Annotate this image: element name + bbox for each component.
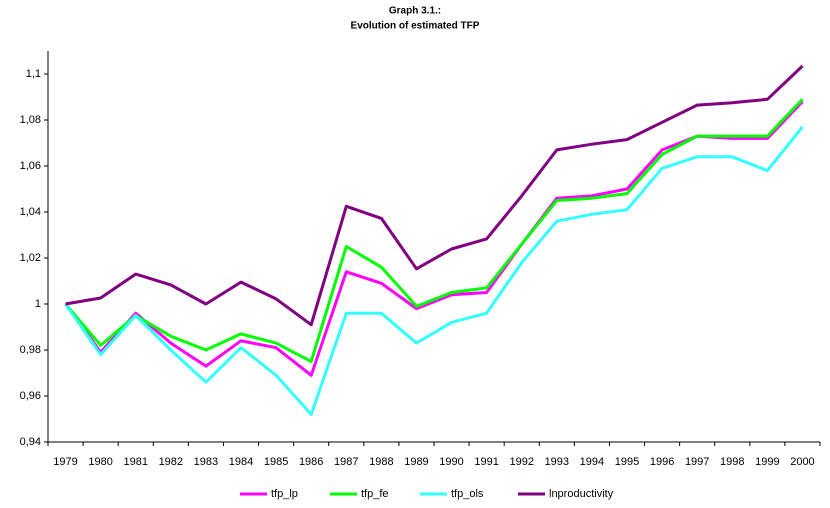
series-line [64,125,804,416]
x-tick-label: 1988 [369,456,393,468]
x-tick-label: 1986 [299,456,323,468]
x-tick-label: 1999 [755,456,779,468]
legend-label: tfp_fe [361,488,389,500]
y-tick-label: 0,98 [20,344,41,356]
y-tick-label: 1,02 [20,252,41,264]
y-tick-label: 1 [35,298,41,310]
x-tick-label: 1997 [685,456,709,468]
series-line [64,100,804,377]
y-tick-label: 0,96 [20,390,41,402]
x-tick-label: 1985 [264,456,288,468]
x-tick-label: 1995 [615,456,639,468]
x-tick-label: 1982 [159,456,183,468]
x-tick-label: 1984 [229,456,253,468]
x-tick-label: 1989 [404,456,428,468]
y-tick-label: 1,04 [20,206,41,218]
chart-subtitle: Evolution of estimated TFP [351,21,480,32]
x-tick-label: 1993 [545,456,569,468]
x-tick-label: 1980 [88,456,112,468]
series-line [64,98,804,363]
series-line [65,64,804,327]
x-tick-label: 1990 [439,456,463,468]
x-tick-label: 2000 [790,456,814,468]
x-tick-label: 1991 [474,456,498,468]
chart-title: Graph 3.1.: [389,6,441,17]
y-tick-label: 0,94 [20,436,41,448]
x-tick-label: 1992 [509,456,533,468]
x-tick-label: 1979 [53,456,77,468]
legend-label: lnproductivity [549,488,614,500]
x-tick-label: 1996 [650,456,674,468]
y-tick-label: 1,06 [20,160,41,172]
x-tick-label: 1983 [194,456,218,468]
x-tick-label: 1994 [580,456,604,468]
legend-label: tfp_ols [451,488,484,500]
x-tick-label: 1998 [720,456,744,468]
x-tick-label: 1981 [123,456,147,468]
legend-label: tfp_lp [271,488,298,500]
y-tick-label: 1,1 [26,68,41,80]
y-tick-label: 1,08 [20,114,41,126]
x-tick-label: 1987 [334,456,358,468]
